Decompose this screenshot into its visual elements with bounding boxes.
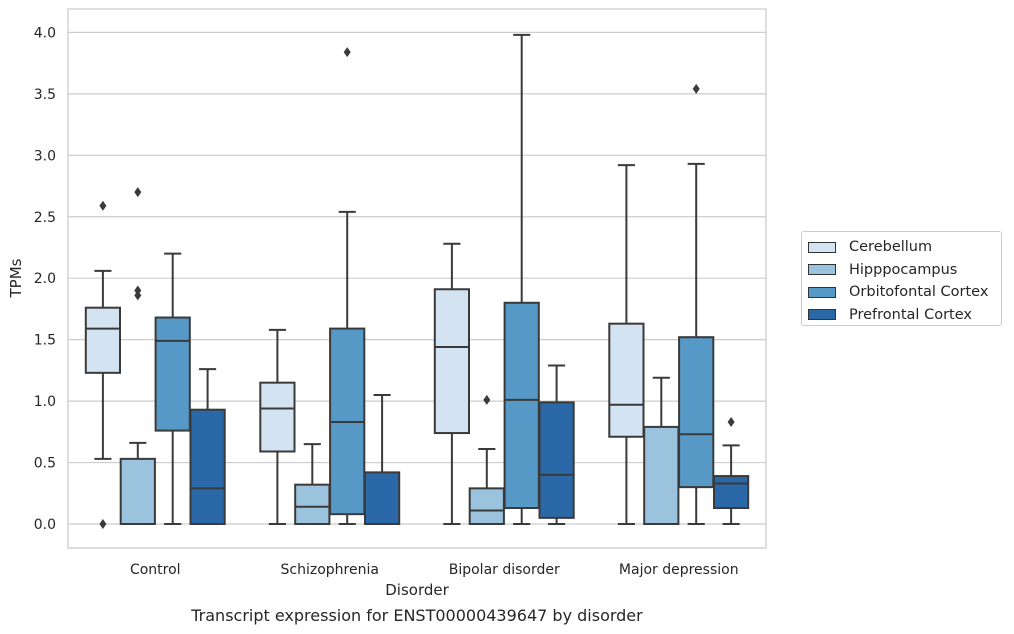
- outlier-point: [483, 394, 491, 405]
- outlier-point: [99, 519, 107, 529]
- box-prefrontal-cortex: [363, 393, 401, 525]
- legend-swatch: [808, 241, 836, 253]
- legend: Cerebellum Hipppocampus Orbitofontal Corte…: [801, 231, 1002, 326]
- x-tick-labels: Control Schizophrenia Bipolar disorder Majo…: [130, 562, 739, 578]
- box-plots: [84, 33, 750, 529]
- x-tick-label: Bipolar disorder: [449, 562, 560, 578]
- y-tick-label: 4.0: [34, 25, 56, 41]
- box-iqr: [84, 306, 122, 374]
- y-tick-label: 3.5: [34, 87, 56, 103]
- legend-label: Cerebellum: [849, 239, 933, 256]
- box-iqr: [189, 408, 226, 525]
- y-tick-label: 0.0: [34, 517, 56, 533]
- box-iqr: [608, 322, 645, 438]
- box-iqr: [154, 316, 191, 432]
- legend-label: Prefrontal Cortex: [849, 306, 972, 323]
- box-hipppocampus: [294, 443, 331, 525]
- y-tick-label: 2.5: [34, 210, 56, 226]
- box-iqr: [363, 471, 401, 525]
- legend-swatch: [808, 309, 836, 321]
- box-hipppocampus: [119, 187, 156, 526]
- box-hipppocampus: [468, 394, 505, 526]
- y-tick-label: 1.5: [34, 333, 56, 349]
- box-hipppocampus: [643, 376, 680, 525]
- box-orbitofontal-cortex: [154, 252, 191, 525]
- x-tick-label: Control: [130, 562, 181, 578]
- box-cerebellum: [608, 164, 645, 525]
- box-cerebellum: [433, 242, 471, 525]
- outlier-point: [134, 187, 142, 198]
- box-iqr: [538, 401, 575, 519]
- box-prefrontal-cortex: [712, 416, 750, 525]
- legend-item: Cerebellum: [802, 236, 1001, 259]
- box-orbitofontal-cortex: [503, 33, 540, 525]
- box-iqr: [712, 475, 750, 510]
- y-tick-label: 2.0: [34, 271, 56, 287]
- chart-caption: Transcript expression for ENST0000043964…: [191, 606, 643, 625]
- box-cerebellum: [259, 328, 296, 525]
- box-iqr: [503, 301, 540, 510]
- box-iqr: [294, 483, 331, 525]
- legend-label: Hipppocampus: [849, 261, 958, 278]
- x-axis-label: Disorder: [385, 581, 449, 599]
- x-tick-label: Schizophrenia: [281, 562, 379, 578]
- box-cerebellum: [84, 200, 122, 529]
- box-iqr: [643, 425, 680, 525]
- y-tick-labels: 0.0 0.5 1.0 1.5 2.0 2.5 3.0 3.5 4.0: [34, 25, 56, 533]
- legend-item: Hipppocampus: [802, 259, 1001, 282]
- y-tick-label: 3.0: [34, 148, 56, 164]
- y-tick-label: 1.0: [34, 394, 56, 410]
- box-orbitofontal-cortex: [329, 47, 366, 525]
- box-prefrontal-cortex: [189, 368, 226, 525]
- legend-swatch: [808, 286, 836, 298]
- legend-item: Orbitofontal Cortex: [802, 281, 1001, 304]
- y-tick-label: 0.5: [34, 456, 56, 472]
- outlier-point: [692, 83, 700, 94]
- box-iqr: [259, 381, 296, 453]
- box-orbitofontal-cortex: [678, 83, 715, 525]
- outlier-point: [727, 416, 735, 427]
- outlier-point: [134, 290, 142, 301]
- outlier-point: [343, 47, 351, 58]
- box-iqr: [678, 336, 715, 489]
- outlier-point: [99, 200, 107, 211]
- y-axis-label: TPMs: [7, 258, 25, 298]
- x-tick-label: Major depression: [619, 562, 739, 578]
- plot-frame: [67, 8, 767, 549]
- legend-swatch: [808, 264, 836, 276]
- legend-item: Prefrontal Cortex: [802, 304, 1001, 327]
- box-prefrontal-cortex: [538, 364, 575, 525]
- legend-label: Orbitofontal Cortex: [849, 284, 989, 301]
- box-iqr: [119, 457, 156, 526]
- box-iqr: [433, 288, 471, 435]
- box-iqr: [468, 487, 505, 526]
